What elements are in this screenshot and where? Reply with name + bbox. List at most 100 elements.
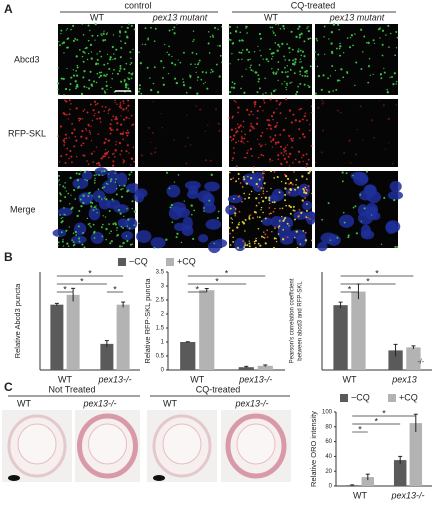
nucleus [116, 172, 128, 187]
punctum [295, 184, 297, 186]
punctum [203, 207, 206, 209]
punctum [293, 63, 296, 66]
punctum [160, 112, 163, 115]
punctum [269, 202, 271, 205]
punctum [288, 165, 291, 167]
sig-star: * [88, 268, 92, 278]
punctum [268, 199, 271, 202]
punctum [204, 159, 208, 162]
punctum [119, 132, 122, 135]
punctum [349, 161, 352, 164]
sig-star: * [374, 416, 378, 426]
punctum [317, 53, 320, 56]
punctum [165, 238, 168, 241]
nucleus [385, 221, 397, 234]
punctum [245, 27, 247, 29]
punctum [286, 177, 290, 181]
punctum [96, 162, 99, 165]
punctum [289, 68, 292, 71]
punctum [292, 209, 295, 212]
punctum [64, 186, 66, 189]
punctum [116, 234, 119, 237]
punctum [280, 180, 283, 183]
punctum [96, 34, 99, 37]
x-tick-label: WT [353, 490, 367, 500]
punctum [284, 80, 286, 83]
punctum [241, 200, 244, 203]
punctum [114, 101, 116, 104]
punctum [340, 68, 343, 71]
punctum [89, 43, 93, 47]
bar [180, 342, 196, 370]
punctum [381, 29, 385, 32]
bar [333, 305, 348, 370]
punctum [182, 83, 186, 87]
punctum [105, 84, 108, 88]
punctum [60, 221, 63, 224]
punctum [211, 70, 214, 73]
punctum [229, 39, 232, 41]
punctum [62, 139, 65, 142]
punctum [91, 201, 94, 204]
nucleus [150, 237, 166, 249]
punctum [292, 113, 295, 116]
punctum [199, 108, 202, 111]
punctum [93, 182, 96, 184]
punctum [238, 140, 240, 142]
punctum [173, 26, 176, 29]
punctum [195, 53, 198, 55]
punctum [118, 30, 122, 33]
punctum [78, 172, 81, 176]
punctum [173, 32, 176, 35]
punctum [279, 207, 281, 210]
punctum [302, 160, 304, 162]
punctum [270, 115, 274, 118]
punctum [354, 84, 356, 87]
punctum [284, 199, 287, 202]
punctum [297, 27, 300, 30]
punctum [379, 37, 381, 39]
punctum [154, 27, 157, 30]
column-label: pex13 mutant [329, 12, 385, 22]
punctum [232, 206, 235, 209]
punctum [327, 202, 330, 205]
punctum [311, 112, 313, 114]
punctum [263, 237, 266, 239]
punctum [118, 141, 122, 145]
punctum [360, 68, 363, 70]
punctum [231, 53, 233, 55]
embryo-inner [236, 423, 276, 465]
punctum [214, 26, 217, 29]
punctum [71, 131, 74, 135]
punctum [359, 193, 362, 196]
punctum [393, 72, 396, 75]
punctum [286, 222, 289, 225]
punctum [174, 77, 177, 80]
group-label: Not Treated [48, 384, 95, 394]
punctum [230, 128, 234, 131]
y-tick-label: 100 [322, 410, 333, 416]
punctum [60, 231, 63, 234]
punctum [240, 51, 243, 54]
punctum [164, 43, 166, 46]
punctum [208, 52, 211, 54]
punctum [277, 61, 280, 63]
punctum [149, 141, 152, 144]
punctum [231, 221, 234, 224]
y-tick-label: 0 [161, 368, 165, 374]
punctum [309, 65, 312, 68]
punctum [131, 207, 133, 210]
punctum [294, 188, 296, 191]
punctum [285, 86, 287, 89]
punctum [307, 37, 310, 40]
punctum [112, 222, 115, 226]
punctum [362, 51, 364, 53]
punctum [294, 61, 297, 64]
punctum [101, 34, 103, 37]
punctum [125, 131, 128, 134]
punctum [298, 33, 302, 36]
punctum [58, 179, 61, 181]
punctum [290, 121, 293, 124]
punctum [263, 170, 265, 172]
punctum [110, 178, 113, 181]
